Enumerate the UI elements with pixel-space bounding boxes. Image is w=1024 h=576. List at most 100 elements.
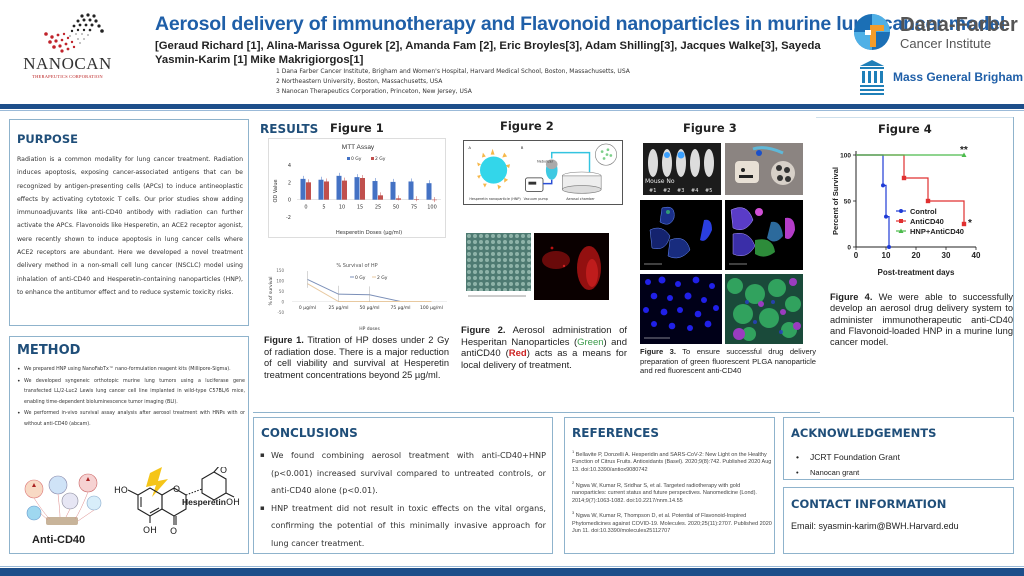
svg-text:100 µg/ml: 100 µg/ml — [420, 305, 443, 311]
survival-kaplan-meier-chart: 0 50 100 0 10 20 30 40 Percent of Survival Post-t… — [831, 145, 981, 277]
figure-2-caption-text: ) acts as a means for local delivery of … — [461, 348, 627, 371]
ring-oxygen-label: O — [173, 485, 180, 495]
mtt-assay-chart: MTT Assay -2 0 2 4 0 5 10 15 25 50 75 100 OD Value He… — [268, 138, 446, 238]
method-item: We prepared HNP using NanoFabTx™ nano-fo… — [17, 365, 245, 376]
svg-text:150: 150 — [276, 268, 284, 273]
svg-text:Post-treatment days: Post-treatment days — [878, 268, 955, 277]
reference-item: 3 Ngwa W, Kumar R, Thompson D, et al. Po… — [572, 510, 772, 535]
acknowledgement-item: Nanocan grant — [796, 465, 900, 481]
svg-text:#2: #2 — [663, 188, 670, 194]
figure-4-heading: Figure 4 — [878, 122, 932, 136]
footer-divider-thin — [0, 566, 1024, 567]
svg-text:2 Gy: 2 Gy — [377, 275, 388, 281]
svg-text:*: * — [968, 218, 972, 229]
svg-text:20: 20 — [912, 251, 921, 260]
figure-1-caption-text: Titration of HP doses under 2 Gy of radi… — [264, 335, 449, 380]
figure-1-heading: Figure 1 — [330, 121, 384, 135]
reference-item: 1 Bellavite P, Donzelli A. Hesperidin an… — [572, 449, 772, 474]
svg-text:**: ** — [960, 145, 968, 156]
svg-text:-2: -2 — [286, 215, 291, 221]
contact-heading: CONTACT INFORMATION — [791, 497, 947, 511]
green-highlight: Green — [577, 336, 604, 348]
footer-bar — [0, 568, 1024, 576]
figure-3-caption: Figure 3. To ensure successful drug deli… — [640, 347, 816, 376]
svg-text:0: 0 — [304, 205, 307, 211]
header-divider — [0, 104, 1024, 109]
acknowledgement-item: JCRT Foundation Grant — [796, 449, 900, 465]
nanocan-name: NANOCAN — [23, 54, 112, 73]
svg-text:Control: Control — [910, 207, 937, 216]
method-panel: METHOD We prepared HNP using NanoFabTx™ … — [9, 336, 249, 554]
references-list: 1 Bellavite P, Donzelli A. Hesperidin an… — [572, 448, 772, 540]
affiliation-1: 1 Dana Farber Cancer Institute, Brigham … — [276, 68, 630, 75]
svg-text:Aerosol chamber: Aerosol chamber — [566, 197, 595, 201]
mgb-building-icon — [860, 60, 884, 95]
dana-farber-name: Dana-Farber — [900, 14, 1018, 36]
svg-text:50: 50 — [279, 289, 285, 294]
dana-farber-subtitle: Cancer Institute — [900, 36, 992, 51]
hnp-aerosol-setup-diagram: A B Hesperetin nanoparticle (HNP) Vacuum… — [463, 140, 623, 205]
svg-text:10: 10 — [882, 251, 891, 260]
svg-text:0 µg/ml: 0 µg/ml — [299, 305, 316, 311]
reference-item: 2 Ngwa W, Kumar R, Sridhar S, et al. Tar… — [572, 479, 757, 504]
conclusions-heading: CONCLUSIONS — [261, 426, 358, 440]
svg-text:50 µg/ml: 50 µg/ml — [359, 305, 379, 311]
svg-text:15: 15 — [357, 205, 363, 211]
method-list: We prepared HNP using NanoFabTx™ nano-fo… — [17, 365, 245, 431]
svg-text:25: 25 — [375, 205, 381, 211]
mouse-bli-image: Mouse No #1 #2 #3 #4 #5 — [643, 143, 721, 195]
method-item: We performed in-vivo survival assay anal… — [17, 409, 245, 430]
svg-text:A: A — [468, 145, 471, 150]
figure-4-caption-label: Figure 4. — [830, 292, 873, 302]
hesperetin-structure-diagram: HO O OH O O OH — [114, 467, 240, 537]
svg-text:Hesperetin Doses (µg/ml): Hesperetin Doses (µg/ml) — [336, 230, 402, 236]
purpose-heading: PURPOSE — [17, 132, 78, 146]
nanocan-dots-icon — [44, 13, 104, 53]
figure-2-caption-text: ) and antiCD40 ( — [461, 336, 627, 360]
figure-2-caption-text: Aerosol administration of Hesperitan Nan… — [461, 325, 627, 348]
svg-text:Nebulizer: Nebulizer — [537, 159, 554, 163]
svg-text:2 Gy: 2 Gy — [375, 156, 386, 162]
svg-text:100: 100 — [276, 279, 284, 284]
figure-2-caption: Figure 2. Aerosol administration of Hesp… — [461, 325, 627, 371]
svg-text:50: 50 — [844, 199, 852, 206]
mouse-no-label: Mouse No — [645, 178, 675, 185]
svg-text:10: 10 — [339, 205, 345, 211]
figure-3-caption-label: Figure 3. — [640, 347, 676, 356]
hp-survival-line-chart: % Survival of HP -50 0 50 100 150 0 µg/ml 25 µg… — [268, 263, 447, 332]
svg-text:0 Gy: 0 Gy — [351, 156, 362, 162]
mgb-name: Mass General Brigham — [893, 70, 1024, 84]
svg-text:#3: #3 — [677, 188, 684, 194]
lung-section-fluorescence-1 — [640, 200, 722, 270]
contact-panel: CONTACT INFORMATION Email: syasmin-karim… — [783, 487, 1014, 554]
hnp-tem-micrograph — [466, 233, 531, 298]
anti-cd40-pathway-diagram — [24, 473, 102, 525]
contact-email[interactable]: Email: syasmin-karim@BWH.Harvard.edu — [791, 521, 959, 531]
hydroxyl-ho-label: HO — [114, 486, 128, 496]
figure-3-heading: Figure 3 — [683, 121, 737, 135]
acknowledgements-heading: ACKNOWLEDGEMENTS — [791, 426, 937, 440]
svg-text:100: 100 — [840, 153, 851, 160]
svg-text:75 µg/ml: 75 µg/ml — [390, 305, 410, 311]
svg-text:#1: #1 — [649, 188, 656, 194]
svg-text:Percent of Survival: Percent of Survival — [831, 167, 840, 235]
svg-text:B: B — [521, 145, 524, 150]
figure-1-caption-label: Figure 1. — [264, 335, 304, 345]
svg-text:40: 40 — [972, 251, 981, 260]
svg-text:0: 0 — [281, 300, 284, 305]
hydroxyl-oh-label: OH — [143, 526, 157, 536]
svg-text:5: 5 — [322, 205, 325, 211]
mass-general-brigham-logo: Mass General Brigham — [858, 58, 1023, 98]
svg-text:0 Gy: 0 Gy — [355, 275, 366, 281]
figure-2-heading: Figure 2 — [500, 119, 554, 133]
svg-text:HNP+AntiCD40: HNP+AntiCD40 — [910, 227, 964, 236]
dana-farber-mark-icon — [854, 14, 890, 50]
svg-text:OD Value: OD Value — [273, 179, 279, 202]
svg-text:Hesperetin nanoparticle (HNP): Hesperetin nanoparticle (HNP) — [469, 197, 521, 201]
results-bottom-border — [253, 412, 820, 413]
purpose-text: Radiation is a common modality for lung … — [17, 156, 243, 296]
poster-header: NANOCAN THERAPEUTICS CORPORATION Aerosol… — [0, 0, 1024, 104]
carbonyl-o-label: O — [170, 527, 177, 537]
hesperetin-label: Hesperetin — [182, 497, 226, 507]
svg-text:4: 4 — [288, 163, 291, 169]
